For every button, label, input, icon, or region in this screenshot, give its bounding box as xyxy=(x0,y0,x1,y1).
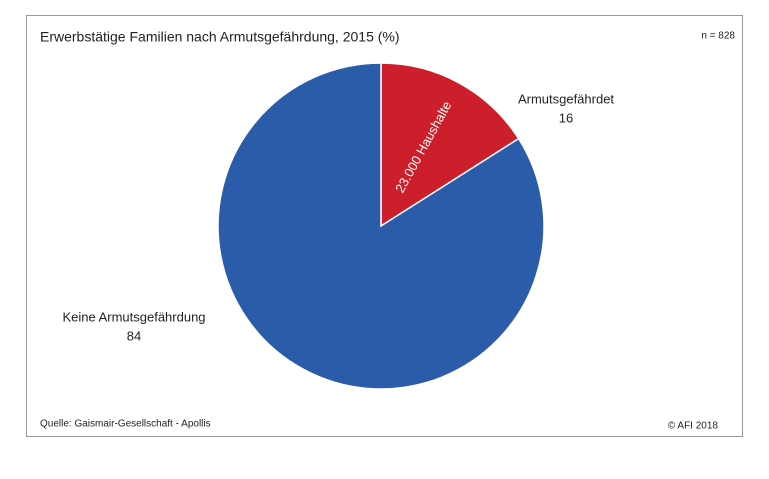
sample-size: n = 828 xyxy=(701,31,735,42)
slice-label: Armutsgefährdet xyxy=(518,91,614,106)
chart-title: Erwerbstätige Familien nach Armutsgefähr… xyxy=(40,29,400,45)
slice-value: 84 xyxy=(127,328,141,343)
source: Quelle: Gaismair-Gesellschaft - Apollis xyxy=(40,419,211,430)
copyright: © AFI 2018 xyxy=(668,421,719,432)
slice-label: Keine Armutsgefährdung xyxy=(62,309,205,324)
pie-slice xyxy=(217,62,545,390)
slice-value: 16 xyxy=(559,110,573,125)
pie-slice xyxy=(380,62,520,228)
